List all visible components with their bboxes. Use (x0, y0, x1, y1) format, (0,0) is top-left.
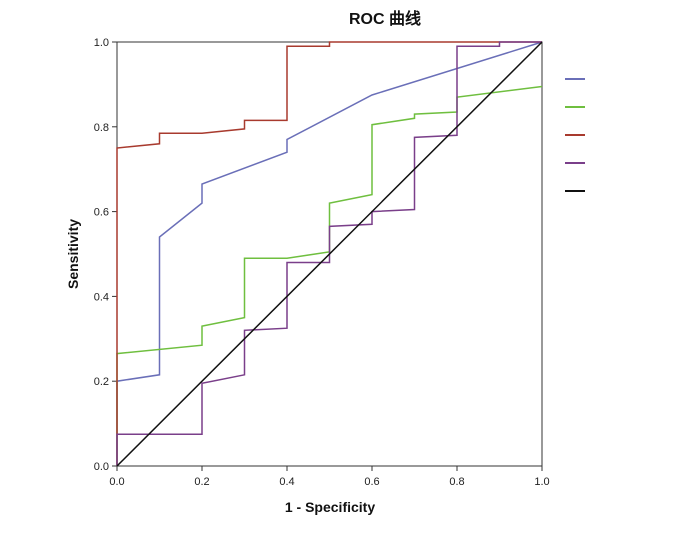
series-line-2 (116, 85, 543, 466)
y-axis-ticks: 0.0 0.2 0.4 0.6 0.8 1.0 (94, 37, 117, 473)
x-axis-label: 1 - Specificity (285, 499, 375, 515)
y-axis-label: Sensitivity (65, 219, 81, 289)
y-tick-label: 0.0 (94, 461, 109, 473)
legend (565, 78, 585, 192)
series-line-4 (116, 41, 542, 466)
x-tick-label: 0.8 (449, 476, 464, 488)
chart-title: ROC 曲线 (349, 9, 421, 28)
x-tick-label: 0.2 (194, 476, 209, 488)
y-tick-label: 0.8 (94, 122, 109, 134)
series-line-5 (116, 41, 543, 467)
x-tick-label: 0.6 (364, 476, 379, 488)
y-tick-label: 0.6 (94, 207, 109, 219)
x-tick-label: 0.0 (109, 476, 124, 488)
series-group (116, 41, 543, 467)
series-line-3 (116, 41, 542, 466)
y-tick-label: 0.4 (94, 291, 109, 303)
x-tick-label: 0.4 (279, 476, 294, 488)
y-tick-label: 0.2 (94, 376, 109, 388)
y-tick-label: 1.0 (94, 37, 109, 49)
x-axis-ticks: 0.0 0.2 0.4 0.6 0.8 1.0 (109, 466, 550, 488)
x-tick-label: 1.0 (534, 476, 549, 488)
series-line-1 (116, 41, 543, 466)
